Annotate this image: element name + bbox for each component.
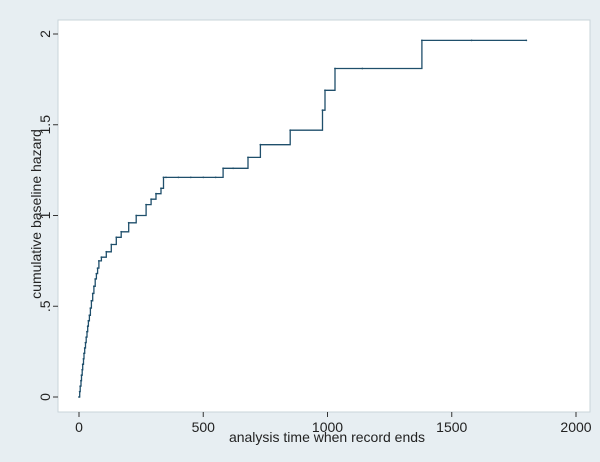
hazard-point-24 [100,256,103,259]
hazard-point-11 [85,336,88,338]
hazard-point-48 [334,67,336,70]
hazard-point-0 [78,396,80,398]
hazard-step-line [79,39,527,398]
hazard-point-51 [470,39,473,42]
hazard-point-1 [78,390,81,393]
hazard-point-30 [135,214,138,217]
series-marks [78,39,528,398]
hazard-point-5 [81,368,84,371]
y-axis-title: cumulative baseline hazard [28,129,44,299]
hazard-point-43 [247,156,249,159]
hazard-point-39 [202,176,205,179]
hazard-point-29 [127,221,130,224]
hazard-point-23 [98,260,100,262]
hazard-point-44 [259,143,262,146]
hazard-point-16 [89,307,92,309]
hazard-point-41 [222,167,225,170]
hazard-point-52 [525,39,528,42]
hazard-point-45 [289,129,292,132]
hazard-point-49 [361,67,364,70]
hazard-point-40 [214,176,217,179]
hazard-point-4 [80,374,83,377]
hazard-point-22 [96,267,99,269]
hazard-point-27 [115,236,118,239]
hazard-point-50 [421,39,423,42]
hazard-point-26 [110,243,113,246]
hazard-point-18 [91,292,94,295]
y-tick-label-4: 2 [37,30,53,38]
hazard-point-3 [80,379,82,382]
hazard-point-36 [165,176,167,179]
y-tick-label-2: 1 [37,211,53,219]
x-tick-label-2: 1000 [312,419,343,435]
hazard-point-10 [84,341,87,344]
hazard-point-34 [160,187,162,190]
hazard-point-35 [162,176,165,179]
hazard-point-6 [81,363,84,366]
hazard-point-19 [93,285,95,288]
hazard-point-2 [79,385,82,387]
hazard-point-28 [120,230,123,233]
hazard-point-9 [83,347,86,349]
hazard-point-14 [87,319,90,322]
hazard-point-25 [105,250,108,253]
hazard-point-47 [324,89,326,92]
hazard-point-15 [88,314,91,317]
axes: 0 500 1000 1500 2000 0 .5 1 1.5 2 [37,30,592,435]
hazard-point-31 [145,203,148,206]
x-tick-label-0: 0 [75,419,83,435]
hazard-point-32 [150,198,153,201]
y-tick-label-0: 0 [37,393,53,401]
hazard-point-42 [232,167,235,170]
hazard-point-37 [177,176,180,179]
y-tick-label-3: 1.5 [37,115,53,135]
hazard-point-21 [95,272,98,275]
hazard-point-33 [155,192,157,195]
hazard-point-13 [86,325,89,328]
hazard-point-12 [86,330,88,333]
x-tick-label-3: 1500 [436,419,467,435]
y-tick-label-1: .5 [37,300,53,312]
hazard-point-46 [321,109,324,112]
hazard-point-20 [94,278,97,280]
x-tick-label-4: 2000 [560,419,591,435]
hazard-point-7 [82,358,85,360]
hazard-point-38 [189,176,192,179]
hazard-point-17 [90,299,93,302]
hazard-point-8 [83,352,85,355]
x-tick-label-1: 500 [192,419,216,435]
x-axis-title: analysis time when record ends [229,429,425,445]
